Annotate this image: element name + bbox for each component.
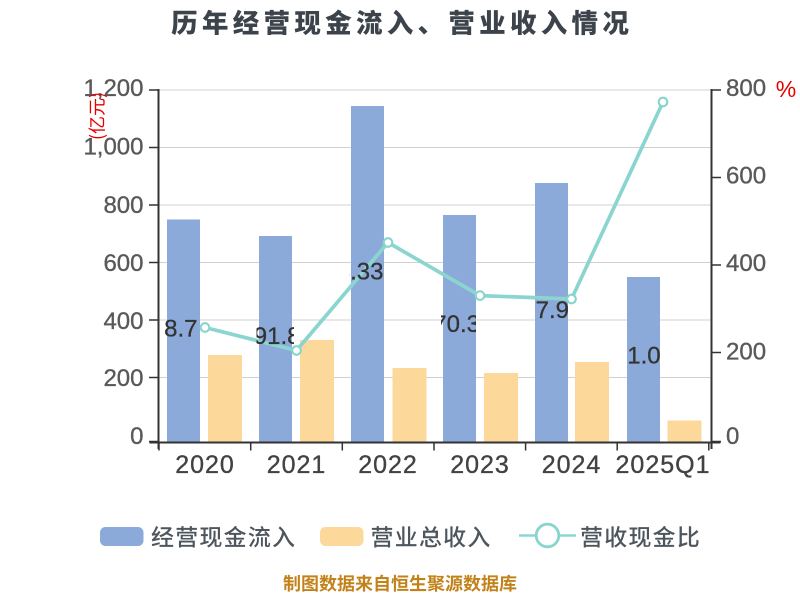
- svg-text:800: 800: [726, 75, 766, 102]
- svg-text:327.9: 327.9: [509, 297, 569, 324]
- svg-text:2025Q1: 2025Q1: [616, 451, 711, 479]
- svg-text:400: 400: [103, 308, 143, 335]
- svg-text:%: %: [776, 76, 796, 102]
- svg-text:370.3: 370.3: [420, 311, 480, 338]
- svg-text:1,000: 1,000: [83, 134, 143, 161]
- svg-text:800: 800: [103, 192, 143, 219]
- svg-text:191.8: 191.8: [240, 323, 300, 350]
- svg-text:400: 400: [726, 250, 766, 277]
- svg-text:600: 600: [726, 163, 766, 190]
- svg-text:200: 200: [103, 365, 143, 392]
- svg-text:200: 200: [726, 339, 766, 366]
- svg-text:453.33: 453.33: [310, 259, 383, 286]
- svg-text:1,200: 1,200: [83, 75, 143, 102]
- svg-text:248.7: 248.7: [137, 316, 197, 343]
- svg-text:2023: 2023: [450, 451, 510, 479]
- svg-text:0: 0: [130, 423, 143, 450]
- svg-text:2022: 2022: [358, 451, 418, 479]
- svg-text:2024: 2024: [542, 451, 602, 479]
- svg-text:2021: 2021: [267, 451, 327, 479]
- svg-text:600: 600: [103, 250, 143, 277]
- svg-text:771.04: 771.04: [601, 343, 674, 370]
- svg-text:2020: 2020: [175, 451, 235, 479]
- svg-text:0: 0: [726, 423, 739, 450]
